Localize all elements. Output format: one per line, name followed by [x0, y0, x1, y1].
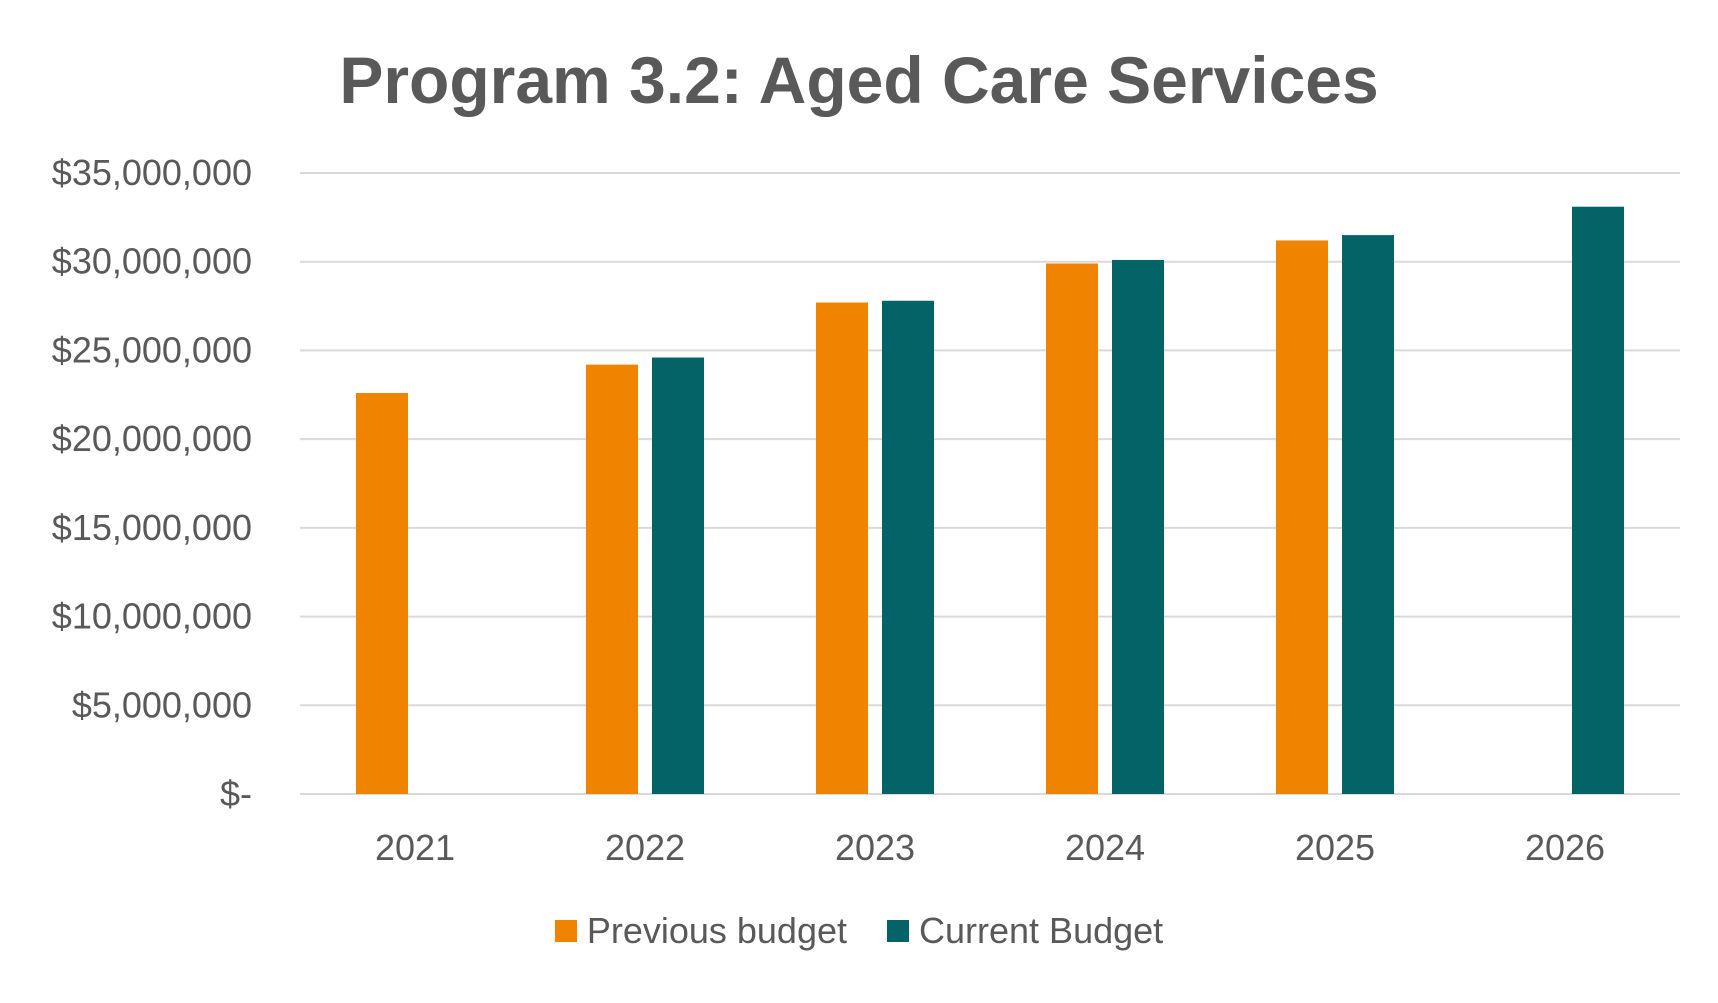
bar-current-2023: [882, 300, 934, 794]
x-tick-label: 2022: [605, 827, 685, 868]
y-tick-label: $30,000,000: [52, 241, 252, 282]
bar-current-2024: [1112, 259, 1164, 794]
bar-previous-2025: [1276, 240, 1328, 794]
bar-previous-2023: [816, 302, 868, 794]
legend-item-current: Current Budget: [887, 910, 1163, 952]
bar-previous-2021: [356, 393, 408, 794]
x-tick-label: 2023: [835, 827, 915, 868]
y-tick-label: $15,000,000: [52, 507, 252, 548]
legend-swatch-current: [887, 920, 910, 942]
x-tick-label: 2026: [1525, 827, 1605, 868]
y-tick-label: $20,000,000: [52, 418, 252, 459]
bar-current-2026: [1572, 206, 1624, 794]
x-tick-label: 2021: [375, 827, 455, 868]
chart-title: Program 3.2: Aged Care Services: [339, 43, 1379, 117]
y-tick-label: $5,000,000: [72, 684, 252, 725]
y-tick-label: $35,000,000: [52, 152, 252, 193]
bar-current-2025: [1342, 235, 1394, 795]
legend-item-previous: Previous budget: [554, 910, 848, 952]
legend: Previous budget Current Budget: [0, 910, 1718, 952]
x-tick-label: 2024: [1065, 827, 1145, 868]
y-tick-label: $-: [220, 773, 252, 814]
legend-swatch-previous: [554, 920, 577, 942]
bar-current-2022: [652, 357, 704, 794]
y-tick-label: $25,000,000: [52, 329, 252, 370]
bar-previous-2024: [1046, 263, 1098, 794]
bar-previous-2022: [586, 364, 638, 794]
x-tick-label: 2025: [1295, 827, 1375, 868]
legend-label-previous: Previous budget: [586, 910, 848, 951]
legend-label-current: Current Budget: [919, 910, 1164, 951]
y-tick-label: $10,000,000: [52, 596, 252, 637]
